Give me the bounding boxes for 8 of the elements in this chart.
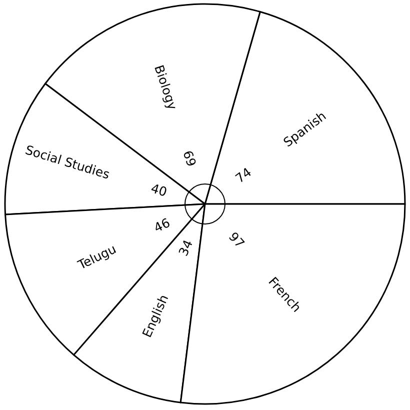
slice-label: Biology — [152, 63, 181, 112]
data-label: 97 — [226, 229, 248, 251]
data-label: 34 — [175, 237, 196, 258]
slice-label: Social Studies — [24, 142, 112, 182]
data-label: 69 — [180, 148, 200, 168]
data-label: 74 — [232, 164, 254, 186]
data-label: 46 — [151, 214, 172, 236]
data-label: 40 — [149, 180, 169, 200]
